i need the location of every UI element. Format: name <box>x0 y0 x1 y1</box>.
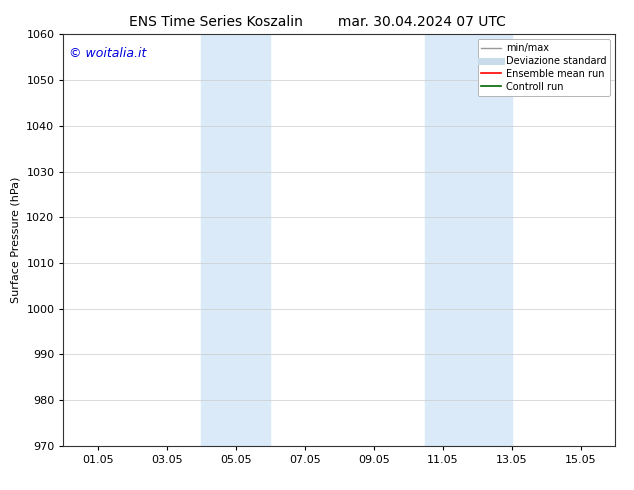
Text: ENS Time Series Koszalin        mar. 30.04.2024 07 UTC: ENS Time Series Koszalin mar. 30.04.2024… <box>129 15 505 29</box>
Bar <box>425 34 512 446</box>
Bar <box>202 34 270 446</box>
Legend: min/max, Deviazione standard, Ensemble mean run, Controll run: min/max, Deviazione standard, Ensemble m… <box>477 39 610 96</box>
Text: © woitalia.it: © woitalia.it <box>69 47 146 60</box>
Y-axis label: Surface Pressure (hPa): Surface Pressure (hPa) <box>11 177 21 303</box>
